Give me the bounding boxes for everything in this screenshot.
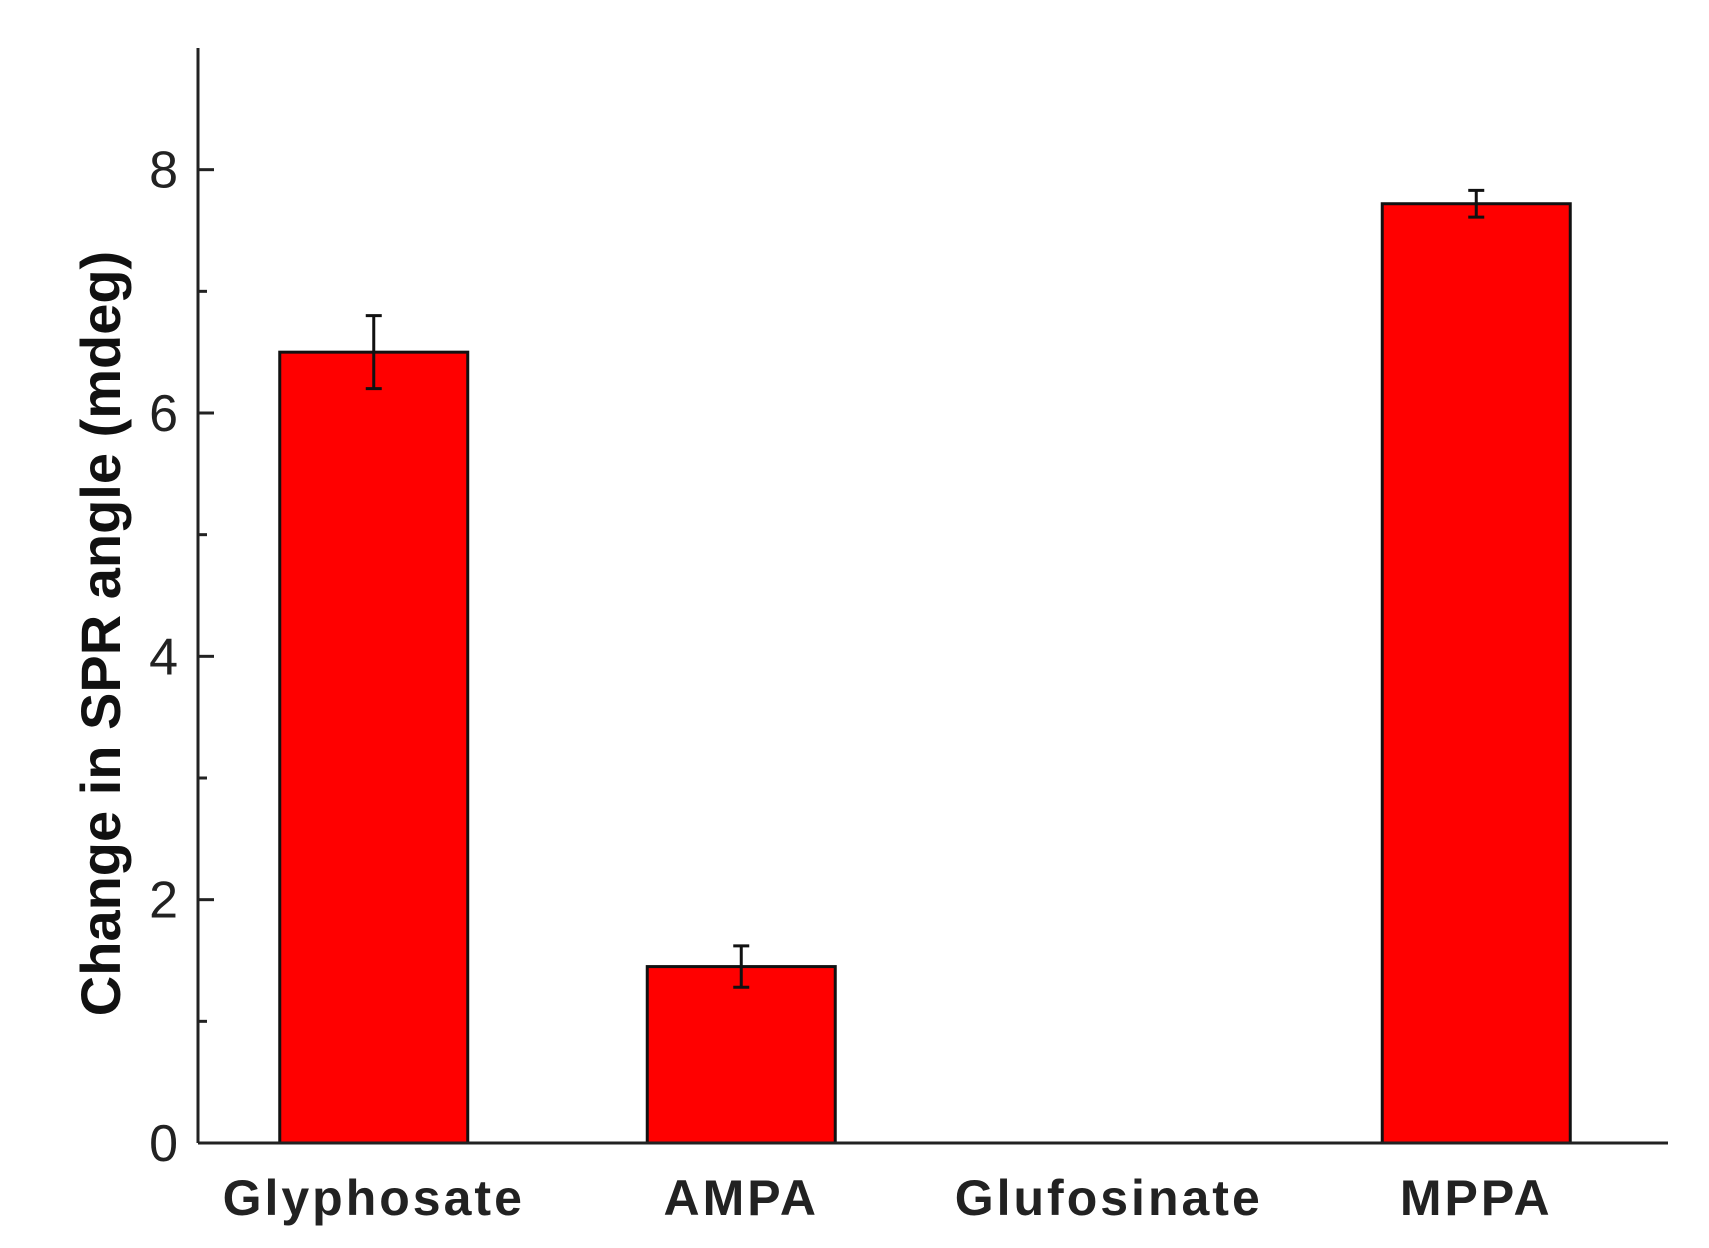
x-ticks-layer: Glyphosate AMPA Glufosinate MPPA [223, 1170, 1553, 1226]
error-bar-glyphosate [365, 314, 382, 391]
bars-layer [278, 202, 1572, 1145]
y-ticks-layer: 0 2 4 6 8 [149, 142, 214, 1173]
error-bar-ampa [733, 944, 750, 989]
axes-layer [196, 48, 1668, 1145]
y-axis-title: Change in SPR angle (mdeg) [69, 251, 132, 1016]
error-bars-layer [365, 188, 1485, 989]
y-tick-label: 0 [149, 1115, 178, 1173]
bar-ampa [645, 965, 837, 1145]
y-tick-label: 8 [149, 142, 178, 200]
y-tick-label: 6 [149, 385, 178, 443]
x-tick-label-mppa: MPPA [1400, 1170, 1553, 1226]
y-tick-label: 2 [149, 872, 178, 930]
y-tick-label: 4 [149, 628, 178, 686]
bar-glyphosate [278, 350, 470, 1145]
bar-mppa [1380, 202, 1572, 1145]
x-tick-label-glufosinate: Glufosinate [955, 1170, 1263, 1226]
error-bar-mppa [1468, 188, 1485, 219]
x-tick-label-glyphosate: Glyphosate [223, 1170, 525, 1226]
x-tick-label-ampa: AMPA [663, 1170, 819, 1226]
